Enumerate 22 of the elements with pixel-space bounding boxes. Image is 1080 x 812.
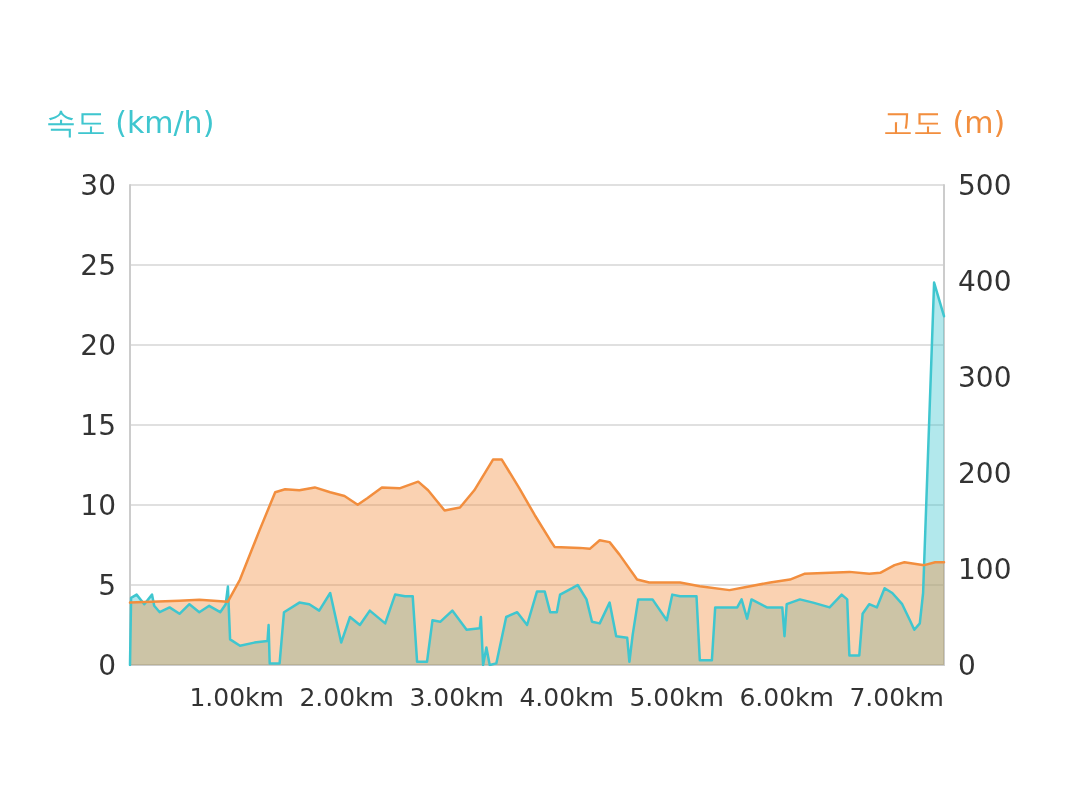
y-tick-label: 15 <box>80 408 116 442</box>
y-tick-label: 0 <box>98 648 116 682</box>
x-tick-label: 4.00km <box>519 683 614 712</box>
y2-tick-label: 300 <box>958 360 1012 394</box>
y2-tick-label: 0 <box>958 648 976 682</box>
y2-tick-label: 100 <box>958 552 1012 586</box>
y2-axis-title: 고도 (m) <box>882 104 1006 140</box>
y-tick-label: 20 <box>80 328 116 362</box>
y2-tick-label: 200 <box>958 456 1012 490</box>
y2-tick-label: 400 <box>958 264 1012 298</box>
y-tick-label: 10 <box>80 488 116 522</box>
y-tick-label: 5 <box>98 568 116 602</box>
y2-tick-label: 500 <box>958 168 1012 202</box>
x-tick-label: 1.00km <box>189 683 284 712</box>
y-tick-label: 30 <box>80 168 116 202</box>
x-tick-label: 7.00km <box>849 683 944 712</box>
x-tick-label: 5.00km <box>629 683 724 712</box>
y-tick-label: 25 <box>80 248 116 282</box>
x-tick-label: 6.00km <box>739 683 834 712</box>
x-tick-label: 3.00km <box>409 683 504 712</box>
x-tick-label: 2.00km <box>299 683 394 712</box>
y-axis-title: 속도 (km/h) <box>45 104 215 140</box>
